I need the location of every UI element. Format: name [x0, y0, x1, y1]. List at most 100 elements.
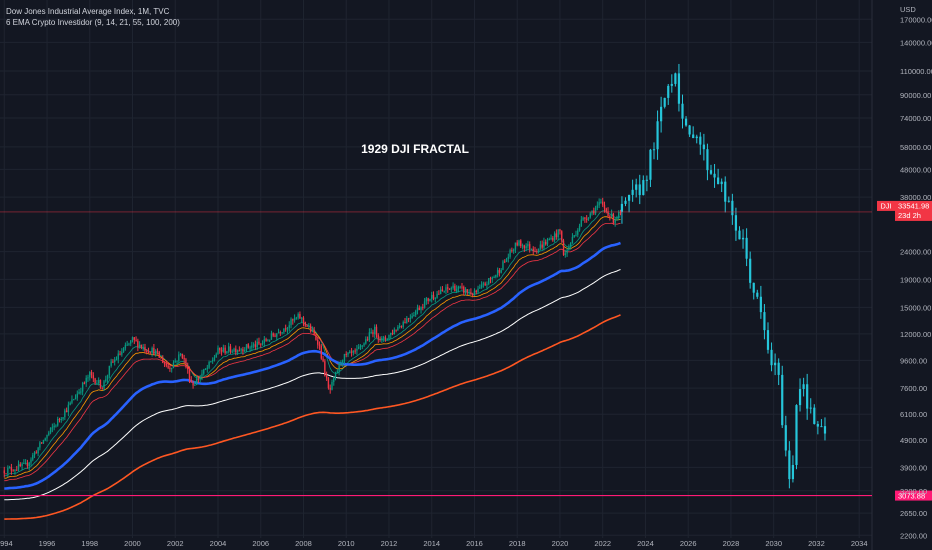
candle-body	[582, 217, 584, 220]
candle-body	[564, 253, 567, 255]
candle-body	[749, 258, 752, 283]
candle-body	[561, 231, 563, 241]
candle-body	[397, 327, 399, 331]
candle-body	[473, 290, 476, 296]
candle-body	[336, 371, 339, 373]
candle-body	[140, 344, 143, 348]
candle-body	[101, 387, 103, 389]
candle-body	[97, 379, 100, 384]
candle-body	[418, 307, 420, 311]
candle-body	[317, 339, 319, 345]
candle-body	[133, 337, 135, 340]
candle-body	[5, 473, 7, 475]
candle-body	[619, 211, 622, 213]
candle-body	[256, 341, 258, 348]
candle-body	[131, 337, 134, 341]
candle-body	[110, 361, 112, 366]
candle-body	[536, 251, 538, 253]
y-tick-label: 140000.00	[900, 38, 932, 47]
candle-body	[26, 462, 29, 467]
candle-body	[199, 376, 201, 380]
symbol-title[interactable]: Dow Jones Industrial Average Index, 1M, …	[6, 7, 170, 16]
x-tick-label: 2012	[381, 539, 398, 548]
candle-body	[436, 293, 438, 298]
time-axis[interactable]: 1994 1996 1998 2000 2002 2004 2006 2008 2010 2012…	[0, 539, 868, 548]
price-axis[interactable]: 170000.00 140000.00 110000.00 90000.00 74000…	[900, 15, 932, 540]
x-tick-label: 2020	[552, 539, 569, 548]
candle-body	[74, 397, 77, 400]
candle-body	[438, 293, 440, 295]
chart-grid	[0, 0, 873, 550]
candle-body	[400, 326, 403, 328]
candle-body	[692, 134, 695, 139]
candle-body	[96, 383, 98, 385]
candle-body	[434, 297, 436, 299]
candle-body	[265, 339, 267, 341]
y-tick-label: 9600.00	[900, 356, 927, 365]
candle-body	[276, 333, 278, 337]
candle-body	[206, 367, 209, 369]
candle-body	[605, 208, 607, 212]
candle-body	[505, 258, 508, 262]
candle-body	[427, 298, 429, 301]
candle-body	[798, 389, 802, 406]
candle-body	[65, 410, 68, 413]
candle-body	[652, 149, 656, 151]
candle-body	[448, 288, 451, 290]
candle-body	[618, 211, 620, 218]
candle-body	[573, 235, 575, 237]
support-price-value: 3073.88	[898, 492, 925, 501]
candle-body	[149, 352, 152, 354]
candle-body	[69, 402, 71, 405]
candle-body	[475, 290, 477, 293]
candle-body	[393, 329, 396, 335]
candle-body	[272, 333, 274, 336]
candle-body	[215, 354, 217, 358]
candle-body	[254, 344, 257, 348]
candle-body	[108, 365, 111, 376]
candle-body	[338, 363, 340, 372]
candle-body	[261, 343, 264, 345]
candle-body	[507, 256, 510, 259]
indicator-title[interactable]: 6 EMA Crypto Investidor (9, 14, 21, 55, …	[6, 18, 180, 27]
candle-body	[341, 360, 344, 363]
x-tick-label: 1996	[39, 539, 56, 548]
candle-body	[158, 351, 160, 358]
candle-body	[631, 189, 634, 195]
candle-body	[333, 377, 335, 382]
candle-body	[240, 349, 242, 351]
candle-body	[699, 136, 702, 145]
candle-body	[594, 207, 597, 214]
candle-body	[359, 345, 362, 348]
candle-body	[238, 350, 241, 352]
candle-body	[656, 121, 659, 150]
candle-body	[602, 201, 604, 205]
candle-body	[649, 149, 652, 180]
y-tick-label: 6100.00	[900, 410, 927, 419]
candle-body	[42, 440, 45, 444]
candle-body	[788, 450, 791, 480]
candle-body	[386, 338, 388, 340]
candle-body	[295, 317, 298, 319]
candle-body	[112, 361, 114, 363]
candle-body	[528, 244, 531, 250]
y-tick-label: 7600.00	[900, 384, 927, 393]
y-tick-label: 48000.00	[900, 165, 931, 174]
candle-body	[642, 180, 645, 196]
candle-body	[466, 289, 469, 293]
candle-body	[58, 419, 61, 421]
candle-body	[454, 285, 456, 292]
candle-body	[365, 339, 367, 344]
symbol-tag	[877, 200, 895, 211]
candle-body	[356, 348, 358, 351]
candle-body	[663, 97, 666, 107]
candle-body	[734, 215, 738, 231]
candle-body	[73, 399, 75, 401]
candle-body	[530, 248, 533, 250]
candle-body	[471, 294, 474, 296]
candle-body	[379, 338, 381, 340]
candle-body	[304, 322, 306, 326]
candle-body	[480, 284, 483, 288]
candle-body	[81, 382, 84, 392]
